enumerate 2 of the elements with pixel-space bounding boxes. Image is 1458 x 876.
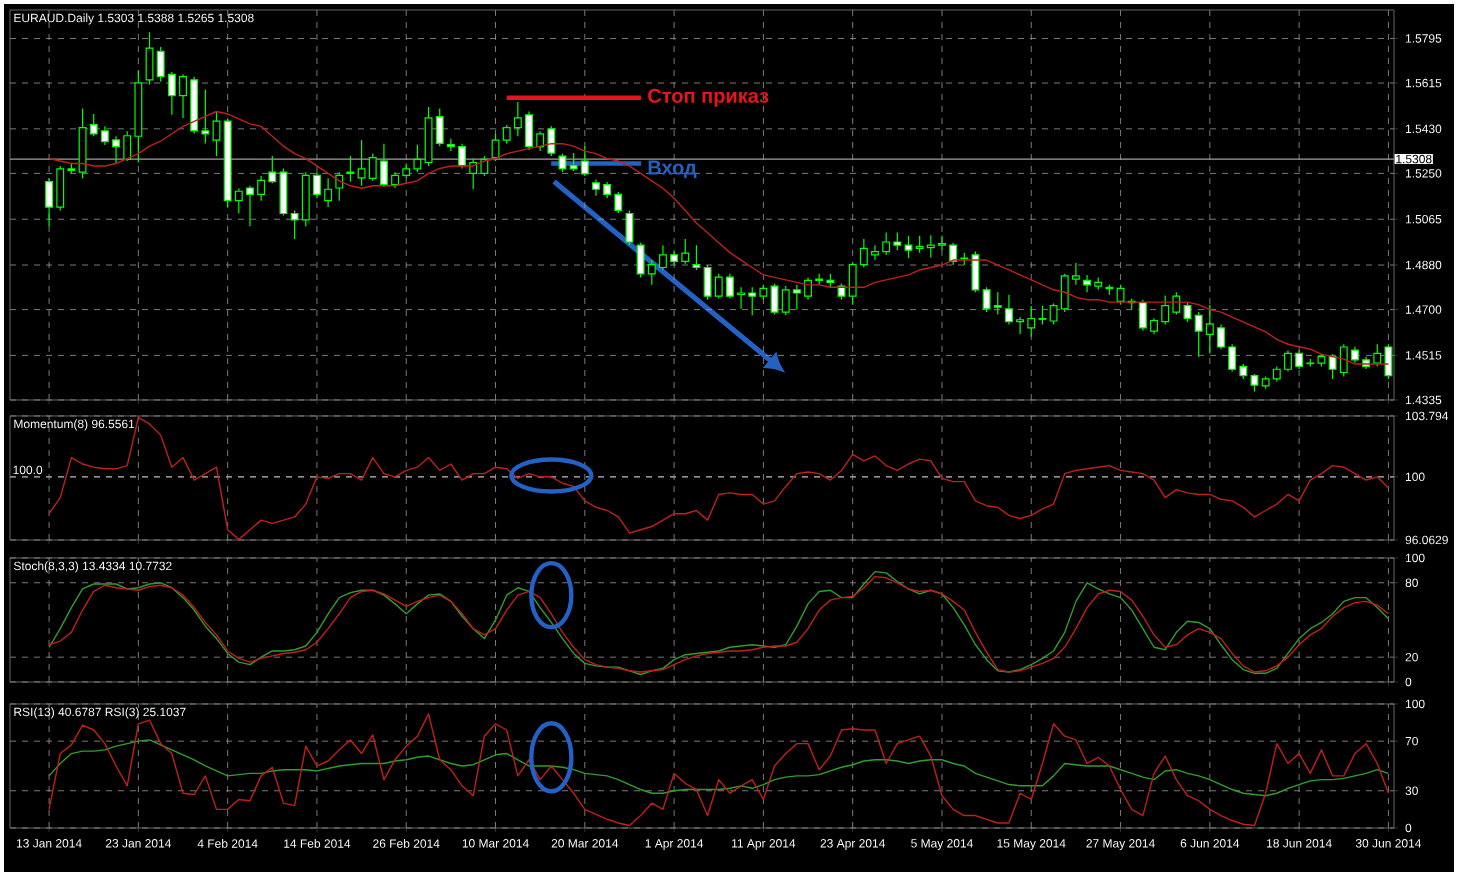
annotation: Вход (648, 160, 697, 179)
annotation: Стоп приказ (648, 88, 769, 107)
